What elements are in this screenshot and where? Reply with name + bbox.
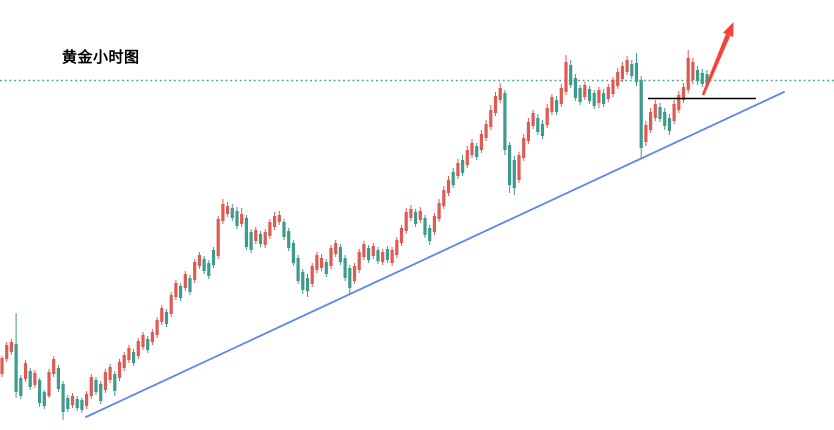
chart-title: 黄金小时图 [62,49,140,66]
candles-group [0,50,709,420]
ascending-trendline [85,91,785,418]
breakout-arrow [701,22,734,96]
